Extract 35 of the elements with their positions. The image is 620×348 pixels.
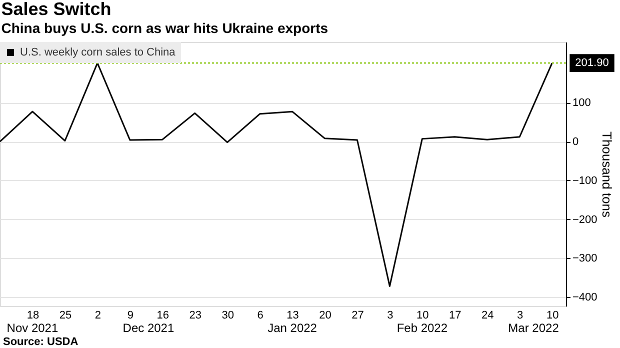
chart-title: Sales Switch xyxy=(1,0,112,19)
legend-label: U.S. weekly corn sales to China xyxy=(20,46,176,58)
x-tick-label: 27 xyxy=(352,310,364,322)
x-tick-label: 2 xyxy=(94,310,101,322)
ref-line-label: 201.90 xyxy=(575,57,609,70)
y-tick-label: −200 xyxy=(572,214,598,226)
y-tick-label: −100 xyxy=(572,174,598,187)
x-tick-label: 10 xyxy=(416,310,429,322)
x-tick-label: 24 xyxy=(482,310,494,322)
x-tick-label: 30 xyxy=(222,310,234,322)
x2-tick-label: Mar 2022 xyxy=(508,321,560,335)
x-tick-label: 13 xyxy=(286,310,299,322)
x2-tick-label: Feb 2022 xyxy=(396,321,448,335)
x-tick-label: 17 xyxy=(449,310,462,322)
x-tick-label: 10 xyxy=(546,310,559,322)
x2-tick-label: Jan 2022 xyxy=(268,321,318,335)
y-tick-label: 0 xyxy=(572,136,579,148)
y-tick-label: −300 xyxy=(572,252,598,265)
y-tick-label: −400 xyxy=(572,292,598,304)
x-tick-label: 9 xyxy=(127,310,134,322)
chart-subtitle: China buys U.S. corn as war hits Ukraine exports xyxy=(1,20,328,36)
x-tick-label: 6 xyxy=(257,310,264,322)
x-tick-label: 16 xyxy=(156,310,169,322)
x-tick-label: 23 xyxy=(189,310,202,322)
x2-tick-label: Nov 2021 xyxy=(6,321,58,335)
y-axis-title: Thousand tons xyxy=(599,131,614,218)
x-tick-label: 3 xyxy=(517,310,524,322)
y-tick-label: 100 xyxy=(572,97,591,110)
x-tick-label: 20 xyxy=(319,310,332,322)
x-tick-label: 3 xyxy=(387,310,394,322)
line-series xyxy=(0,62,553,287)
x2-tick-label: Dec 2021 xyxy=(122,321,174,335)
x-tick-label: 25 xyxy=(59,310,72,322)
source-note: Source: USDA xyxy=(3,336,78,348)
x-tick-label: 18 xyxy=(26,310,40,322)
